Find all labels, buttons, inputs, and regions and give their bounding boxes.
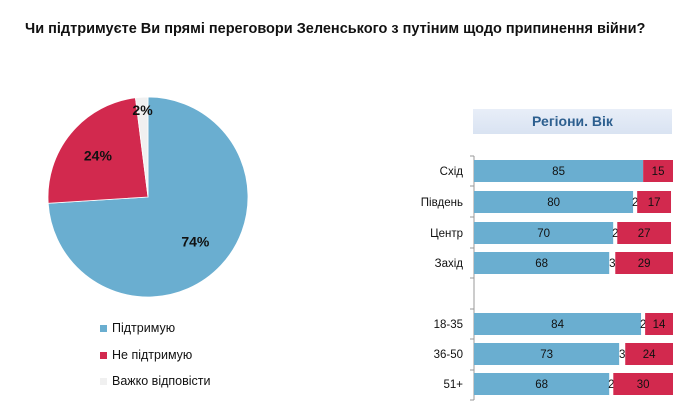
legend-swatch (100, 377, 107, 385)
bar-segment (625, 343, 673, 365)
bar-segment (637, 191, 672, 213)
bar-segment (474, 252, 610, 274)
bar-segment (474, 343, 620, 365)
bar-data-label: 17 (648, 197, 661, 209)
pie-data-label: 2% (132, 102, 153, 118)
bar-data-label: 15 (652, 166, 665, 178)
bar-segment (645, 313, 673, 335)
category-label: 51+ (443, 379, 463, 391)
bar-data-label: 2 (608, 379, 614, 391)
legend-label: Важко відповісти (112, 374, 211, 388)
pie-data-label: 24% (84, 148, 113, 164)
bar-segment (619, 343, 626, 365)
category-label: 18-35 (434, 319, 463, 331)
bar-segment (609, 252, 616, 274)
bar-data-label: 85 (552, 166, 565, 178)
legend-swatch (100, 324, 107, 332)
bar-data-label: 2 (632, 197, 638, 209)
bar-data-label: 3 (619, 349, 625, 361)
bar-data-label: 80 (547, 197, 560, 209)
bar-data-label: 73 (540, 349, 553, 361)
bar-segment (615, 252, 673, 274)
bar-data-label: 68 (535, 258, 548, 270)
bar-data-label: 24 (643, 349, 656, 361)
bar-chart-title: Регіони. Вік (473, 109, 672, 134)
bar-segment (474, 373, 610, 395)
bar-segment (633, 191, 638, 213)
bar-data-label: 70 (537, 228, 550, 240)
bar-data-label: 68 (535, 379, 548, 391)
legend-swatch (100, 351, 107, 359)
legend-label: Не підтримую (112, 348, 193, 362)
pie-slice (135, 96, 149, 198)
bar-segment (474, 191, 634, 213)
bar-segment (613, 373, 673, 395)
bar-data-label: 2 (640, 319, 646, 331)
bar-data-label: 3 (609, 258, 615, 270)
bar-data-label: 30 (637, 379, 650, 391)
bar-data-label: 29 (638, 258, 651, 270)
bar-segment (617, 222, 672, 244)
pie-data-label: 74% (181, 233, 210, 249)
bar-segment (474, 222, 614, 244)
category-label: Центр (430, 228, 463, 240)
legend-label: Підтримую (112, 321, 176, 335)
bar-segment (609, 373, 614, 395)
category-label: Схід (440, 166, 464, 178)
pie-chart: 74% 24% 2% (47, 96, 249, 298)
category-label: Південь (421, 197, 463, 209)
legend-item-support: Підтримую (100, 321, 175, 335)
bar-segment (613, 222, 618, 244)
bar-segment (474, 160, 644, 182)
legend-item-oppose: Не підтримую (100, 348, 192, 362)
bar-segment (641, 313, 646, 335)
pie-slice (47, 97, 149, 204)
chart-title: Чи підтримуєте Ви прямі переговори Зелен… (25, 21, 646, 37)
bar-data-label: 84 (551, 319, 564, 331)
bar-data-label: 27 (638, 228, 651, 240)
category-label: 36-50 (434, 349, 463, 361)
bar-segment (474, 313, 642, 335)
bar-segment (643, 160, 673, 182)
category-label: Захід (435, 258, 464, 270)
bar-data-label: 2 (612, 228, 618, 240)
legend-item-unsure: Важко відповісти (100, 374, 211, 388)
bar-data-label: 14 (653, 319, 666, 331)
